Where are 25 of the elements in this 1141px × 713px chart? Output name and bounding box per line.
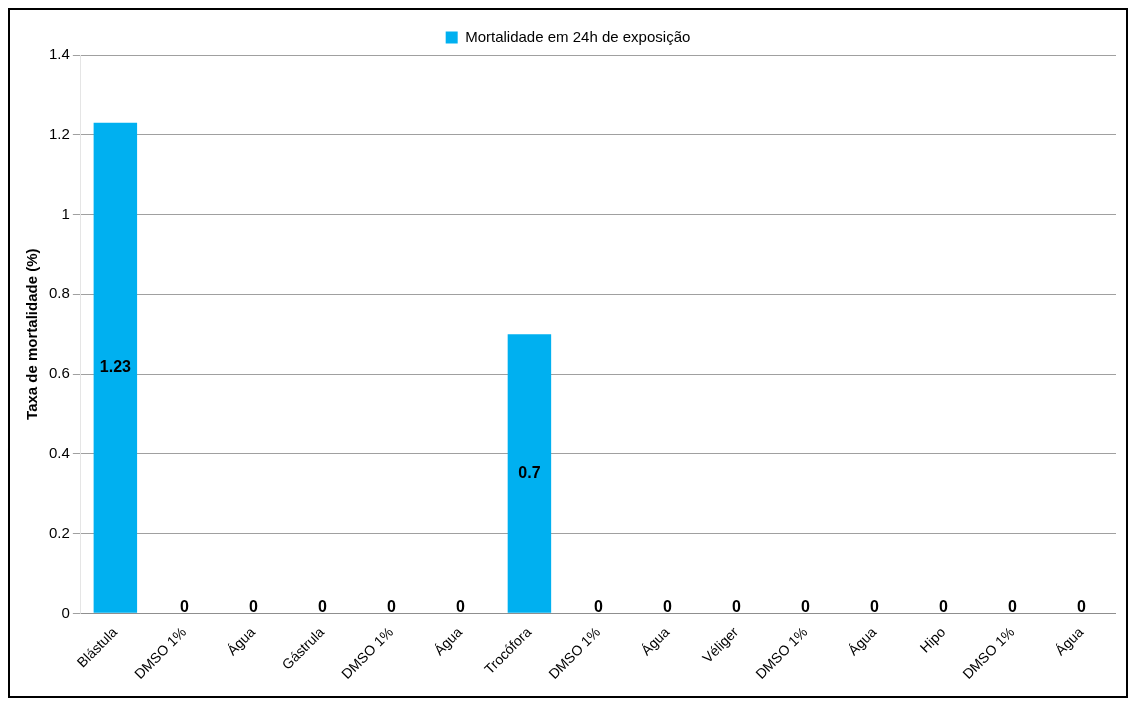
y-tick-label: 0.4: [48, 443, 70, 461]
data-label: 0: [801, 597, 810, 615]
data-label: 0: [179, 597, 189, 615]
data-label: 0.7: [518, 464, 541, 482]
y-axis-title: Taxa de mortalidade (%): [23, 248, 41, 420]
y-tick-label: 1: [61, 204, 70, 222]
data-label: 0: [870, 597, 880, 615]
data-label: 0: [662, 597, 672, 615]
data-label: 0: [593, 597, 603, 615]
y-tick-label: 0.2: [48, 523, 70, 541]
data-label: 0: [386, 597, 396, 615]
data-label: 1.23: [99, 358, 132, 376]
y-tick-label: 0.6: [48, 364, 70, 382]
data-label: 0: [317, 597, 327, 615]
data-label: 0: [455, 597, 465, 615]
y-tick-label: 1.2: [48, 124, 70, 142]
y-tick-label: 1.4: [48, 45, 70, 63]
data-label: 0: [248, 597, 258, 615]
data-label: 0: [731, 597, 741, 615]
y-tick-label: 0.8: [48, 284, 70, 302]
data-label: 0: [939, 597, 949, 615]
y-tick-label: 0: [61, 603, 70, 621]
data-label: 0: [1008, 597, 1018, 615]
data-label: 0: [1077, 597, 1087, 615]
legend-label: Mortalidade em 24h de exposição: [465, 27, 691, 45]
